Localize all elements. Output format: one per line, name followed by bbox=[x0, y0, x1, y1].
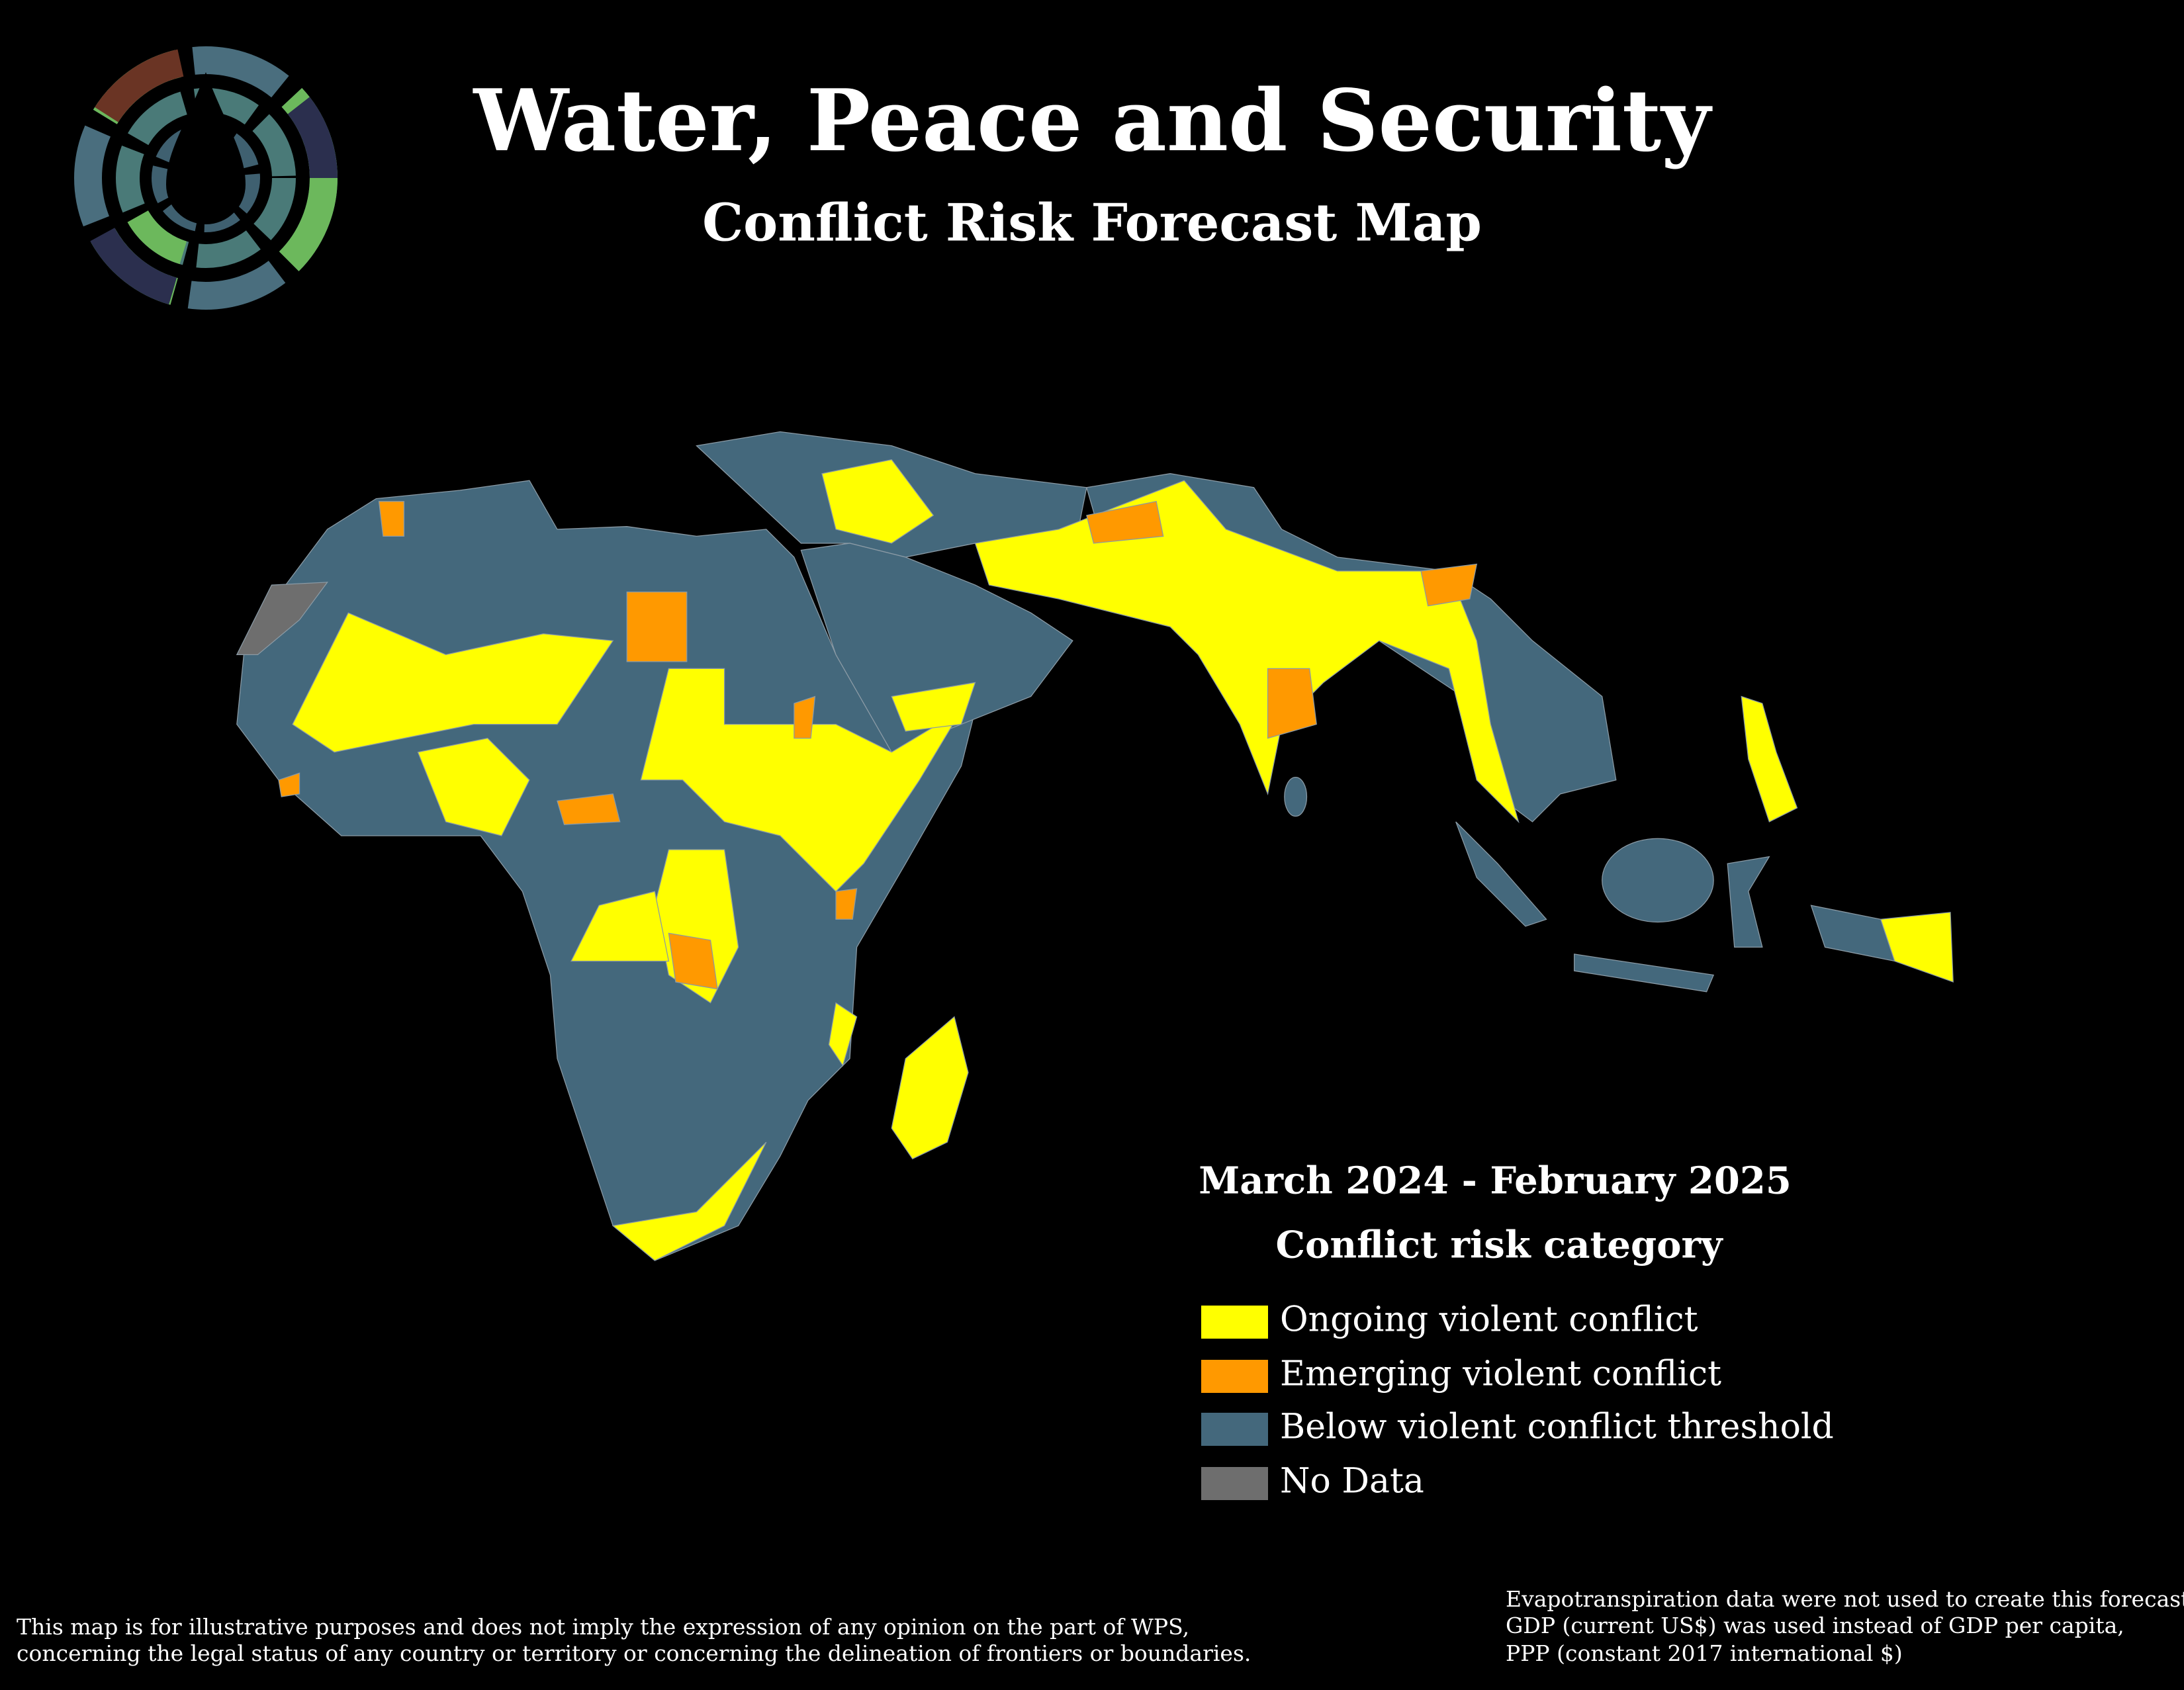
region bbox=[974, 480, 1520, 824]
disclaimer: This map is for illustrative purposes an… bbox=[17, 1614, 1189, 1640]
legend: Ongoing violent conflict Emerging violent… bbox=[1201, 1300, 1834, 1501]
region bbox=[1086, 501, 1164, 544]
subtitle: Conflict Risk Forecast Map bbox=[702, 193, 1482, 253]
legend-label: No Data bbox=[1280, 1462, 1424, 1501]
region bbox=[378, 501, 405, 537]
legend-swatch bbox=[1201, 1413, 1268, 1446]
region bbox=[640, 668, 962, 893]
map bbox=[236, 431, 1954, 1261]
legend-swatch bbox=[1201, 1467, 1268, 1500]
region bbox=[612, 1141, 767, 1261]
region bbox=[626, 591, 688, 662]
region bbox=[794, 695, 816, 739]
region bbox=[891, 682, 976, 732]
region bbox=[292, 612, 614, 753]
logo bbox=[74, 46, 338, 310]
region bbox=[1284, 776, 1308, 817]
region bbox=[278, 772, 300, 797]
region bbox=[668, 932, 718, 990]
note: PPP (constant 2017 international $) bbox=[1506, 1640, 1903, 1666]
legend-label: Below violent conflict threshold bbox=[1280, 1407, 1834, 1447]
disclaimer: concerning the legal status of any count… bbox=[17, 1640, 1251, 1666]
region bbox=[891, 1016, 969, 1160]
region bbox=[1455, 821, 1547, 927]
legend-swatch bbox=[1201, 1360, 1268, 1393]
region bbox=[557, 793, 621, 825]
region bbox=[1420, 563, 1478, 607]
region bbox=[1574, 954, 1715, 993]
title: Water, Peace and Security bbox=[473, 71, 1713, 171]
logo-drop bbox=[166, 72, 246, 224]
note: Evapotranspiration data were not used to… bbox=[1506, 1586, 2184, 1612]
region bbox=[828, 1002, 858, 1067]
region bbox=[835, 888, 858, 920]
region bbox=[1602, 838, 1714, 923]
legend-title: Conflict risk category bbox=[1275, 1223, 1723, 1267]
region bbox=[821, 459, 934, 544]
legend-label: Ongoing violent conflict bbox=[1280, 1300, 1698, 1340]
note: GDP (current US$) was used instead of GD… bbox=[1506, 1613, 2124, 1638]
region bbox=[236, 582, 328, 655]
region bbox=[570, 891, 670, 962]
legend-period: March 2024 - February 2025 bbox=[1199, 1159, 1792, 1203]
logo-ring bbox=[74, 46, 338, 310]
region bbox=[1727, 856, 1770, 948]
region bbox=[1741, 695, 1798, 823]
region bbox=[1267, 668, 1317, 739]
legend-swatch bbox=[1201, 1306, 1268, 1339]
legend-label: Emerging violent conflict bbox=[1280, 1355, 1721, 1394]
region bbox=[1880, 912, 1954, 983]
region bbox=[800, 543, 1073, 753]
region bbox=[417, 737, 530, 836]
